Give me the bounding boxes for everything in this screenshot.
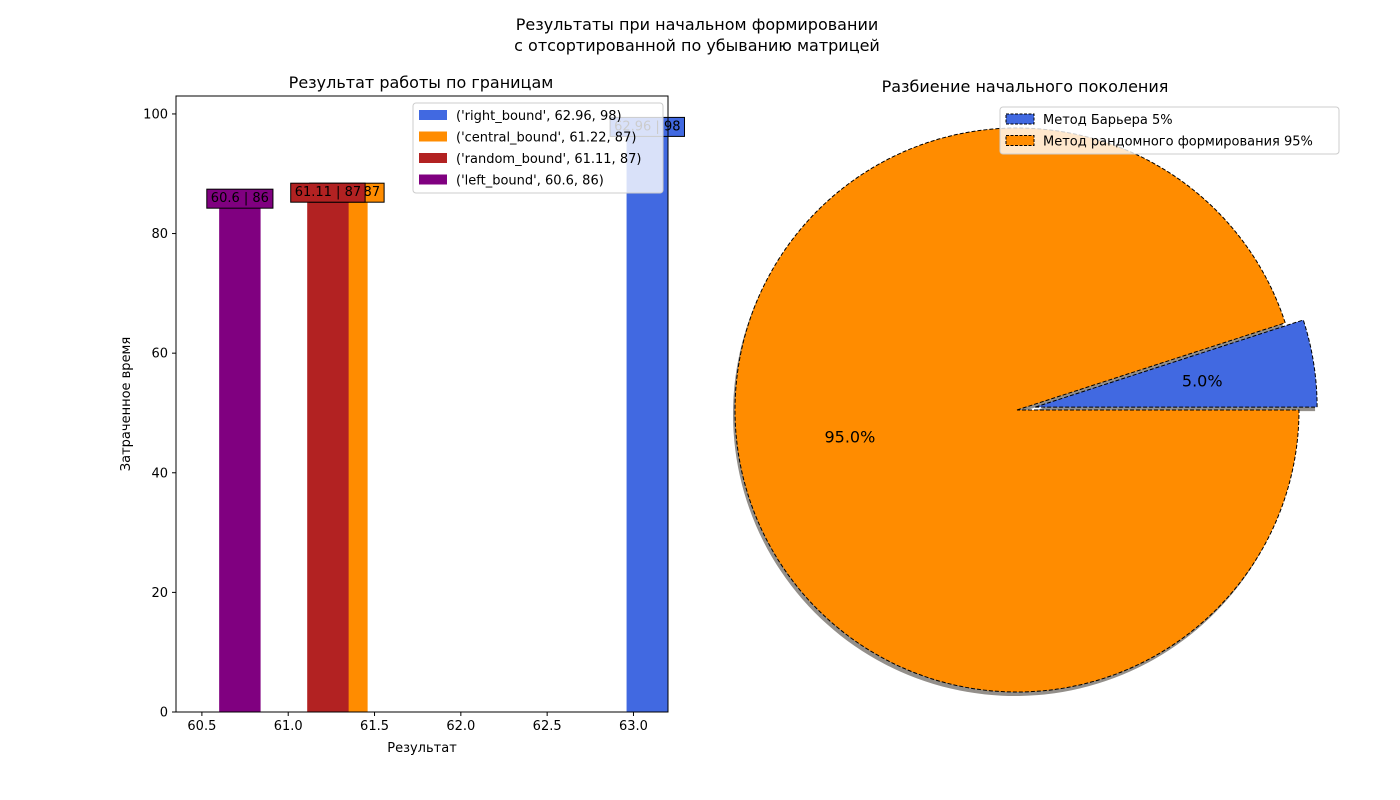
bar-data-label-2: 61.11 | 87 xyxy=(295,185,361,200)
y-tick-label-0: 0 xyxy=(160,706,168,721)
bar-chart-bars xyxy=(219,125,668,713)
bar-legend-frame xyxy=(412,102,664,194)
pie-legend-label-0: Метод Барьера 5% xyxy=(1043,113,1173,128)
pie-legend-frame xyxy=(999,106,1340,155)
x-tick-label-3: 62.0 xyxy=(446,719,475,734)
figure-title-line1: Результаты при начальном формировании xyxy=(516,15,879,34)
bar-data-label-box-3 xyxy=(206,188,274,209)
bar-chart-y-label: Затраченное время xyxy=(119,337,134,471)
bar-legend-label-0: ('right_bound', 62.96, 98) xyxy=(456,109,622,124)
pie-chart-slices xyxy=(734,127,1318,693)
pie-chart-legend: Метод Барьера 5% Метод рандомного формиро… xyxy=(999,106,1340,155)
pie-chart: Разбиение начального поколения 5.0% 95.0%… xyxy=(733,77,1340,696)
bar-chart-x-ticks: 60.5 61.0 61.5 62.0 62.5 63.0 xyxy=(187,712,648,734)
bar-legend-label-3: ('left_bound', 60.6, 86) xyxy=(456,174,604,189)
pie-chart-title: Разбиение начального поколения xyxy=(882,77,1169,96)
bar-data-label-box-2 xyxy=(290,182,366,203)
pie-slice-1 xyxy=(734,127,1300,693)
bar-data-label-3: 60.6 | 86 xyxy=(211,191,269,206)
pie-pct-label-0: 5.0% xyxy=(1182,372,1223,391)
y-tick-label-2: 40 xyxy=(151,466,168,481)
pie-legend-swatch-0 xyxy=(1005,113,1035,125)
y-tick-label-3: 60 xyxy=(151,347,168,362)
x-tick-label-1: 61.0 xyxy=(274,719,303,734)
figure-title-line2: с отсортированной по убыванию матрицей xyxy=(514,36,880,55)
bar-legend-swatch-1 xyxy=(419,131,447,142)
pie-pct-label-1: 95.0% xyxy=(824,427,875,446)
bar-legend-label-1: ('central_bound', 61.22, 87) xyxy=(456,131,636,146)
bar-legend-swatch-3 xyxy=(419,174,447,185)
pie-slice-0 xyxy=(1034,319,1318,408)
bar-chart-y-ticks: 0 20 40 60 80 100 xyxy=(143,107,176,721)
bar-chart-legend: ('right_bound', 62.96, 98) ('central_boun… xyxy=(412,102,664,194)
bar-chart-title: Результат работы по границам xyxy=(289,73,554,92)
x-tick-label-2: 61.5 xyxy=(360,719,389,734)
y-tick-label-4: 80 xyxy=(151,227,168,242)
pie-chart-pct-labels: 5.0% 95.0% xyxy=(824,372,1222,447)
pie-legend-label-1: Метод рандомного формирования 95% xyxy=(1043,135,1313,150)
bar-legend-swatch-2 xyxy=(419,153,447,163)
y-tick-label-1: 20 xyxy=(151,586,168,601)
bar-legend-label-2: ('random_bound', 61.11, 87) xyxy=(456,152,641,167)
x-tick-label-5: 63.0 xyxy=(619,719,648,734)
bar-2 xyxy=(307,191,349,712)
x-tick-label-0: 60.5 xyxy=(187,719,216,734)
x-tick-label-4: 62.5 xyxy=(533,719,562,734)
bar-chart: Результат работы по границам 62.96 | 986… xyxy=(119,73,685,756)
bar-chart-axes-frame xyxy=(175,95,669,713)
bar-0 xyxy=(626,125,668,713)
y-tick-label-5: 100 xyxy=(143,107,168,122)
pie-legend-swatch-1 xyxy=(1005,135,1035,146)
bar-legend-swatch-0 xyxy=(419,110,447,120)
bar-chart-x-label: Результат xyxy=(387,741,457,756)
bar-3 xyxy=(219,197,261,712)
